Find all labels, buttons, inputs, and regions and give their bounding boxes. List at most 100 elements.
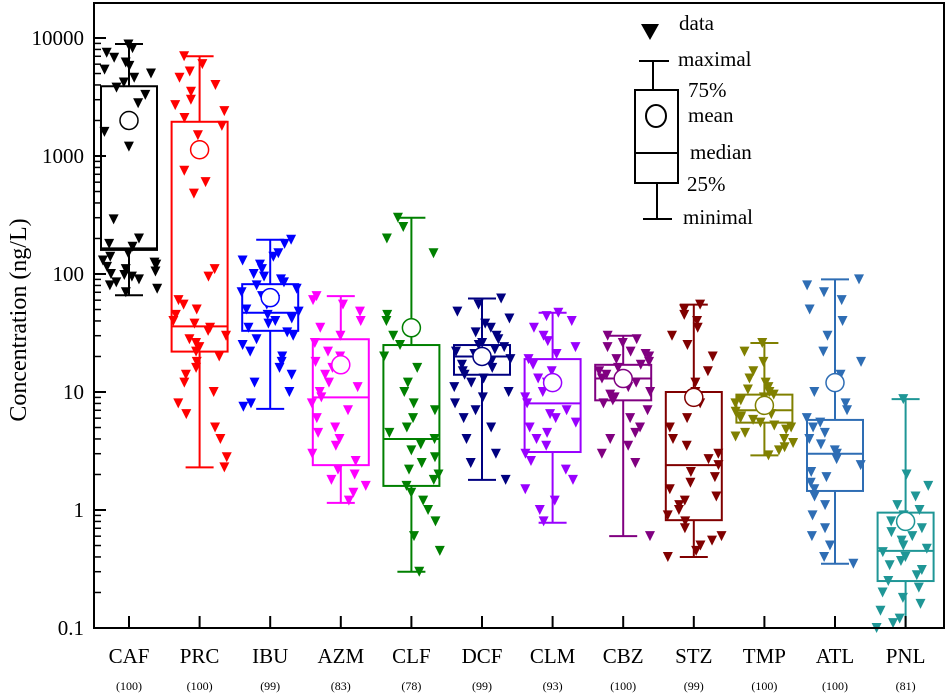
data-point: [381, 233, 392, 244]
data-point: [184, 66, 195, 77]
data-point: [433, 469, 444, 480]
data-point: [713, 448, 724, 459]
y-axis-title: Concentration (ng/L): [6, 218, 32, 421]
data-point: [179, 112, 190, 123]
data-point: [181, 409, 192, 420]
mean-marker: [331, 355, 351, 375]
data-point: [145, 68, 156, 79]
sample-count-label: (99): [684, 679, 704, 693]
data-point: [191, 304, 202, 315]
data-point: [99, 126, 110, 137]
data-point: [406, 445, 417, 456]
data-point: [542, 336, 553, 347]
data-point: [739, 346, 750, 357]
data-point: [883, 576, 894, 587]
data-point: [837, 315, 848, 326]
data-point: [487, 362, 498, 373]
x-tick-label: STZ: [675, 644, 712, 668]
data-point: [360, 480, 371, 491]
data-point: [570, 417, 581, 428]
data-point: [730, 406, 741, 417]
data-point: [819, 551, 830, 562]
y-axis: 0.1 1 10 100 1000 10000: [32, 26, 106, 640]
data-point: [429, 433, 440, 444]
data-point: [97, 255, 108, 266]
legend-25-label: 25%: [687, 172, 726, 196]
box-series-stz: [662, 299, 727, 562]
data-point: [631, 377, 642, 388]
data-point: [679, 304, 690, 315]
data-point: [692, 322, 703, 333]
mean-marker: [401, 318, 422, 338]
data-point: [605, 389, 616, 400]
data-point: [133, 233, 144, 244]
data-point: [898, 540, 909, 551]
data-point: [221, 452, 232, 463]
data-point: [320, 369, 331, 380]
data-point: [105, 269, 116, 279]
data-point: [480, 318, 491, 329]
data-point: [758, 356, 769, 367]
iqr-box: [664, 391, 723, 522]
data-point: [914, 505, 925, 515]
data-point: [645, 387, 656, 397]
data-point: [191, 362, 202, 373]
data-point: [702, 366, 713, 377]
sample-count-label: (81): [896, 679, 916, 693]
data-point: [208, 387, 219, 397]
data-point: [546, 366, 557, 377]
data-point: [520, 484, 531, 495]
data-point: [478, 373, 489, 384]
data-point: [335, 330, 346, 341]
data-point: [286, 313, 297, 324]
data-point: [711, 491, 722, 502]
y-tick-label: 10: [63, 380, 84, 404]
data-point: [875, 605, 886, 616]
data-point: [848, 558, 859, 569]
data-point: [809, 491, 820, 502]
data-point: [625, 346, 636, 357]
data-point: [804, 433, 815, 444]
data-point: [596, 448, 607, 459]
data-point: [779, 433, 790, 444]
data-point: [111, 277, 122, 288]
data-point: [553, 307, 564, 318]
data-point: [111, 82, 122, 93]
data-point: [644, 351, 655, 362]
box-series-dcf: [449, 293, 516, 485]
data-point: [203, 325, 214, 336]
data-point: [398, 222, 409, 233]
data-point: [170, 309, 181, 320]
data-point: [395, 340, 406, 351]
data-point: [104, 280, 115, 291]
data-point: [184, 334, 195, 345]
mean-marker: [895, 511, 916, 532]
data-point: [703, 454, 714, 465]
legend-75-label: 75%: [688, 78, 727, 102]
data-point: [309, 338, 320, 349]
data-point: [541, 440, 552, 451]
mean-marker: [684, 387, 704, 408]
data-point: [291, 283, 302, 294]
data-point: [221, 330, 232, 341]
data-point: [473, 340, 484, 351]
mean-marker: [472, 346, 492, 367]
data-point: [499, 342, 510, 353]
data-point: [486, 422, 497, 433]
data-point: [310, 356, 321, 367]
data-point: [503, 387, 514, 397]
sample-count-label: (100): [187, 679, 213, 693]
data-point: [673, 505, 684, 515]
data-point: [679, 495, 690, 506]
data-point: [623, 440, 634, 451]
data-point: [594, 366, 605, 377]
data-point: [238, 401, 249, 412]
plot-frame: [93, 2, 945, 629]
data-point: [215, 433, 226, 444]
data-point: [664, 484, 675, 495]
data-point: [458, 413, 469, 424]
data-point: [168, 315, 179, 326]
data-point: [566, 315, 577, 326]
data-point: [423, 505, 434, 515]
data-point: [152, 283, 163, 294]
